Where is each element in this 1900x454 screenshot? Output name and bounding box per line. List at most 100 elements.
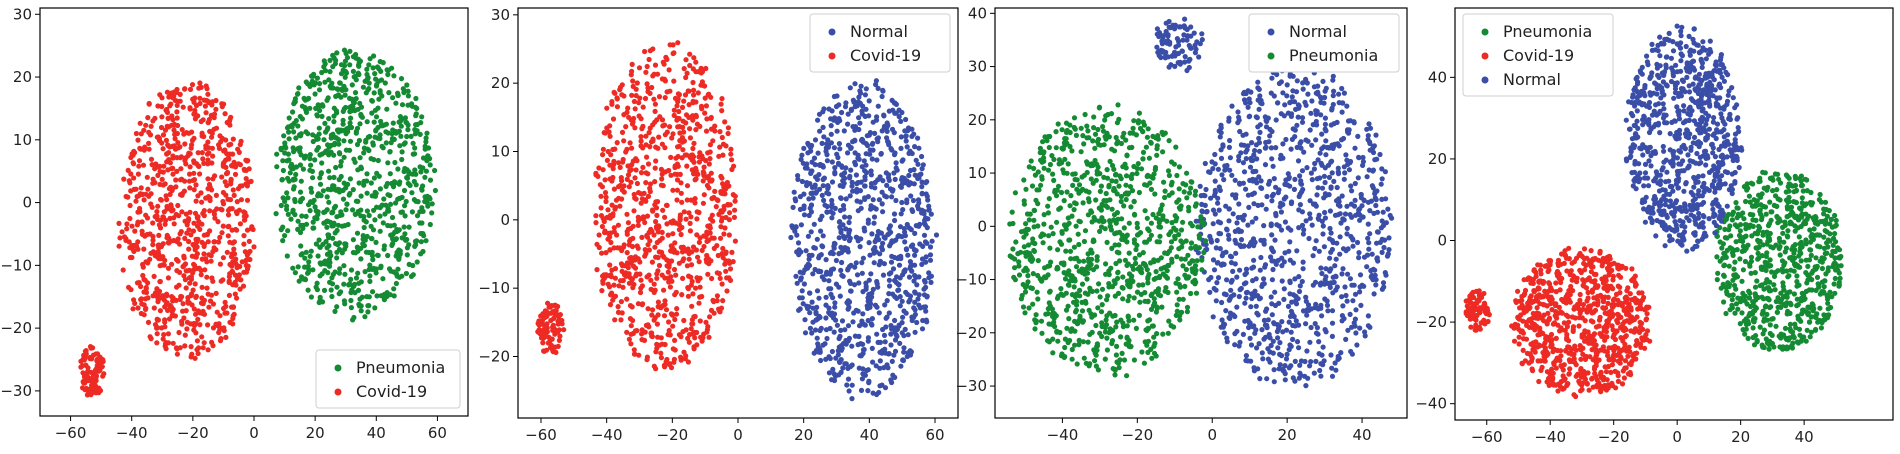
point-pneumonia — [386, 90, 392, 96]
point-covid-19 — [141, 197, 147, 203]
point-covid-19 — [210, 278, 216, 284]
point-pneumonia — [419, 114, 425, 120]
point-pneumonia — [348, 276, 354, 282]
point-normal — [1241, 212, 1247, 218]
point-pneumonia — [406, 224, 412, 230]
point-covid-19 — [616, 160, 622, 166]
point-normal — [884, 128, 890, 134]
point-covid-19 — [695, 254, 701, 260]
point-covid-19 — [679, 104, 686, 110]
point-normal — [821, 277, 827, 283]
point-normal — [868, 181, 875, 187]
point-normal — [1288, 329, 1294, 335]
x-tick-label: −20 — [177, 424, 209, 442]
point-pneumonia — [381, 243, 387, 249]
point-covid-19 — [205, 347, 211, 353]
point-covid-19 — [139, 228, 145, 234]
point-covid-19 — [610, 297, 616, 303]
point-covid-19 — [187, 86, 194, 92]
point-normal — [1381, 244, 1387, 251]
point-normal — [919, 326, 926, 332]
point-pneumonia — [338, 71, 345, 77]
point-covid-19 — [717, 144, 723, 150]
point-normal — [792, 228, 798, 234]
point-covid-19 — [542, 308, 549, 314]
point-normal — [824, 209, 830, 215]
point-pneumonia — [334, 304, 340, 310]
point-pneumonia — [377, 90, 383, 96]
point-normal — [895, 233, 901, 240]
legend-box — [315, 349, 461, 409]
point-normal — [1326, 174, 1332, 180]
point-covid-19 — [199, 256, 205, 262]
point-pneumonia — [336, 129, 342, 135]
point-normal — [829, 179, 836, 185]
point-normal — [795, 176, 801, 182]
point-covid-19 — [719, 281, 725, 287]
point-covid-19 — [121, 234, 128, 240]
point-pneumonia — [404, 236, 410, 243]
point-covid-19 — [143, 191, 149, 197]
point-covid-19 — [177, 177, 184, 183]
point-covid-19 — [615, 222, 622, 228]
point-normal — [1366, 246, 1372, 252]
point-normal — [877, 349, 883, 355]
point-pneumonia — [347, 176, 353, 182]
point-normal — [832, 241, 838, 247]
point-normal — [1213, 298, 1219, 304]
point-covid-19 — [618, 299, 625, 305]
point-covid-19 — [635, 222, 641, 228]
point-normal — [812, 137, 819, 143]
point-normal — [891, 211, 898, 217]
point-normal — [1272, 289, 1278, 295]
point-pneumonia — [417, 131, 423, 137]
point-pneumonia — [349, 82, 355, 88]
point-covid-19 — [220, 223, 226, 229]
point-covid-19 — [626, 184, 632, 190]
point-covid-19 — [197, 80, 203, 86]
point-normal — [1210, 221, 1216, 227]
point-normal — [811, 245, 817, 251]
point-normal — [1236, 201, 1242, 207]
point-normal — [857, 120, 863, 126]
x-tick-label: −60 — [55, 424, 87, 442]
point-normal — [1186, 64, 1192, 71]
point-pneumonia — [373, 76, 379, 82]
point-normal — [1346, 127, 1352, 133]
point-normal — [803, 263, 810, 270]
point-covid-19 — [164, 151, 170, 157]
point-normal — [1197, 183, 1203, 189]
point-covid-19 — [671, 112, 677, 118]
point-normal — [908, 193, 914, 199]
point-normal — [905, 127, 911, 134]
point-pneumonia — [352, 90, 359, 96]
point-pneumonia — [414, 105, 420, 111]
point-covid-19 — [185, 300, 191, 306]
point-covid-19 — [633, 86, 639, 92]
point-normal — [1358, 191, 1364, 198]
point-normal — [1292, 378, 1298, 384]
point-covid-19 — [243, 181, 249, 187]
point-covid-19 — [83, 385, 89, 392]
point-pneumonia — [324, 218, 330, 224]
point-normal — [848, 288, 854, 294]
point-covid-19 — [680, 124, 686, 130]
point-covid-19 — [610, 211, 616, 217]
point-normal — [837, 146, 843, 152]
point-normal — [1366, 121, 1372, 127]
point-pneumonia — [336, 141, 342, 147]
point-normal — [1380, 209, 1386, 215]
point-normal — [1254, 156, 1260, 162]
point-pneumonia — [375, 157, 381, 164]
point-normal — [887, 243, 893, 249]
point-covid-19 — [206, 150, 212, 156]
point-covid-19 — [617, 87, 623, 93]
point-pneumonia — [325, 270, 331, 276]
point-pneumonia — [307, 105, 313, 111]
point-normal — [838, 229, 844, 235]
point-normal — [837, 183, 843, 189]
point-normal — [1300, 80, 1306, 86]
point-covid-19 — [672, 316, 678, 323]
point-covid-19 — [230, 315, 236, 322]
point-normal — [1278, 227, 1285, 233]
